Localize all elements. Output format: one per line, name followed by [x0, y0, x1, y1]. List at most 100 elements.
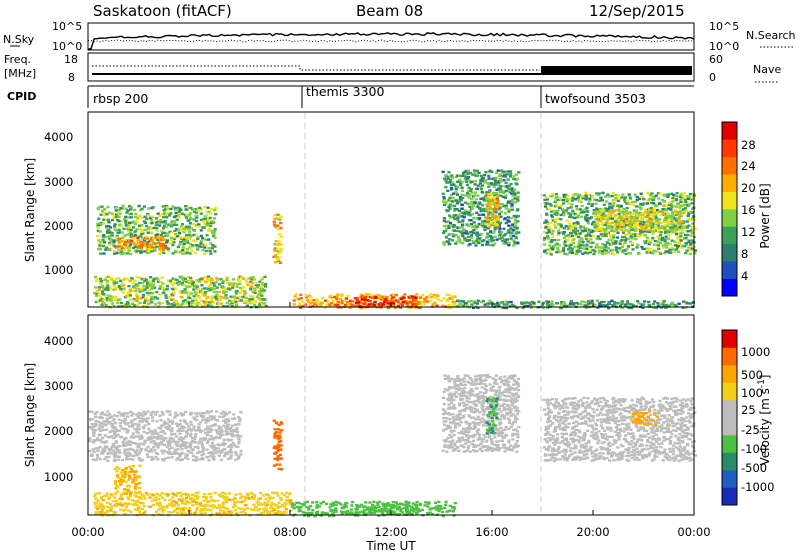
velocity-cell	[117, 429, 121, 432]
power-cell	[459, 302, 463, 306]
power-cell	[441, 192, 445, 196]
power-cell	[463, 236, 467, 240]
velocity-cell	[137, 456, 141, 460]
power-cell	[522, 301, 526, 305]
velocity-cell	[93, 501, 97, 504]
power-cell	[586, 217, 590, 220]
power-cell	[456, 235, 460, 239]
power-cell	[134, 251, 139, 254]
velocity-cell	[320, 511, 324, 514]
velocity-cell	[345, 512, 349, 516]
power-cell	[674, 226, 678, 230]
power-cell	[132, 208, 137, 212]
velocity-cell	[278, 434, 282, 437]
power-cell	[309, 296, 313, 299]
power-cell	[203, 243, 208, 247]
power-cell	[684, 229, 688, 233]
power-cell	[328, 303, 332, 306]
velocity-cell	[102, 505, 106, 508]
power-cell	[576, 229, 580, 232]
velocity-cell	[126, 458, 130, 461]
power-cell	[578, 239, 582, 242]
power-cell	[386, 302, 391, 305]
power-cell	[202, 226, 206, 229]
power-cell	[274, 239, 278, 243]
velocity-cell	[339, 503, 343, 506]
power-cell	[304, 296, 309, 299]
power-cell	[504, 189, 508, 193]
velocity-cell	[225, 496, 229, 499]
power-cell	[605, 226, 609, 229]
power-cell	[490, 237, 494, 240]
power-cell	[182, 231, 186, 234]
power-cell	[542, 243, 547, 246]
power-cell	[547, 207, 551, 211]
velocity-cell	[133, 487, 137, 490]
velocity-cell	[215, 410, 219, 413]
power-cell	[297, 304, 302, 308]
power-cell	[511, 303, 515, 307]
velocity-cell	[204, 496, 209, 499]
power-cell	[585, 227, 589, 230]
velocity-cell	[196, 491, 200, 494]
power-cell	[669, 201, 673, 204]
power-cell	[500, 236, 504, 239]
power-cell	[152, 226, 156, 230]
velocity-cell	[166, 494, 170, 498]
power-cell	[662, 224, 667, 227]
power-cell	[493, 193, 497, 197]
power-cell	[194, 284, 198, 287]
power-cell	[688, 192, 692, 196]
velocity-cell	[190, 493, 195, 497]
velocity-cell	[114, 499, 119, 503]
power-cell	[461, 304, 466, 308]
velocity-cell	[180, 502, 185, 505]
power-cell	[648, 229, 653, 232]
power-cell	[250, 278, 254, 281]
power-cell	[507, 224, 511, 227]
power-cell	[494, 303, 498, 307]
power-cell	[650, 222, 654, 225]
power-cell	[183, 290, 187, 293]
velocity-cell	[223, 411, 227, 415]
power-cell	[567, 222, 572, 225]
power-cell	[677, 216, 682, 219]
power-cell	[199, 212, 203, 215]
power-cell	[142, 220, 146, 223]
power-cell	[246, 301, 250, 305]
power-cell	[663, 226, 667, 229]
velocity-cell	[97, 506, 102, 509]
power-cell	[506, 170, 510, 173]
power-cell	[459, 199, 463, 202]
power-cell	[109, 287, 113, 290]
power-cell	[479, 174, 483, 178]
velocity-cell	[142, 504, 146, 508]
power-cell	[456, 305, 460, 308]
power-cell	[593, 222, 597, 226]
power-cell	[199, 242, 203, 245]
power-cell	[102, 213, 106, 217]
power-cell	[209, 252, 213, 255]
power-cell	[198, 206, 202, 210]
power-cell	[144, 250, 148, 253]
power-cell	[122, 287, 126, 291]
velocity-cell	[237, 506, 241, 510]
power-cell	[508, 201, 512, 205]
power-cell	[189, 227, 194, 230]
power-cell	[135, 275, 139, 279]
velocity-cell	[168, 413, 172, 416]
power-cell	[246, 283, 250, 287]
velocity-cell	[151, 446, 156, 449]
power-cell	[690, 247, 694, 250]
velocity-cell	[202, 507, 206, 510]
power-cell	[544, 225, 548, 229]
velocity-cell	[189, 432, 193, 435]
velocity-cell	[300, 503, 304, 506]
power-cell	[598, 219, 603, 223]
power-cell	[103, 208, 107, 211]
velocity-cell	[124, 444, 128, 447]
power-cell	[169, 279, 173, 282]
velocity-cell	[101, 498, 105, 502]
velocity-cell	[233, 501, 238, 504]
power-cell	[147, 226, 152, 229]
